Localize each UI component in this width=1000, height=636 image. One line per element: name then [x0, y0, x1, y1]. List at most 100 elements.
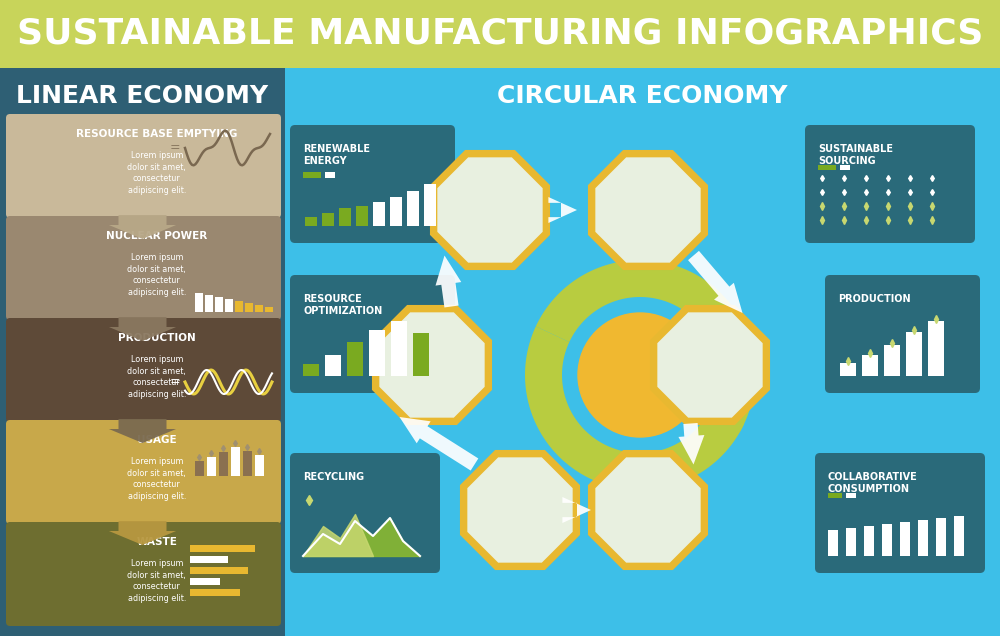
Bar	[900, 522, 910, 556]
Bar	[818, 165, 836, 170]
Text: Lorem ipsum
dolor sit amet,
consectetur
adipiscing elit.: Lorem ipsum dolor sit amet, consectetur …	[127, 457, 186, 501]
Bar	[828, 548, 838, 556]
Text: COLLABORATIVE
CONSUMPTION: COLLABORATIVE CONSUMPTION	[828, 472, 918, 494]
Polygon shape	[467, 457, 573, 563]
Bar	[918, 538, 928, 556]
Bar	[413, 333, 429, 376]
Text: SUSTAINABLE MANUFACTURING INFOGRAPHICS: SUSTAINABLE MANUFACTURING INFOGRAPHICS	[17, 17, 983, 51]
Bar	[235, 301, 243, 312]
Bar	[936, 536, 946, 556]
Text: Lorem ipsum
dolor sit amet,
consectetur
adipiscing elit.: Lorem ipsum dolor sit amet, consectetur …	[127, 252, 186, 297]
Text: USAGE: USAGE	[137, 435, 177, 445]
Text: RESOURCE BASE EMPTYING: RESOURCE BASE EMPTYING	[76, 129, 238, 139]
FancyBboxPatch shape	[290, 453, 440, 573]
Bar	[828, 542, 838, 556]
FancyBboxPatch shape	[815, 453, 985, 573]
Bar	[0, 68, 285, 636]
Bar	[846, 540, 856, 556]
Bar	[190, 545, 255, 552]
Polygon shape	[379, 312, 485, 418]
Bar	[918, 526, 928, 556]
Bar	[0, 0, 1000, 68]
Bar	[190, 578, 220, 585]
Bar	[846, 528, 856, 556]
Bar	[205, 295, 213, 312]
Text: PRODUCTION: PRODUCTION	[118, 333, 196, 343]
Bar	[900, 528, 910, 556]
Bar	[255, 305, 263, 312]
Circle shape	[578, 313, 702, 437]
Bar	[190, 589, 240, 596]
Bar	[303, 364, 319, 376]
Text: PRODUCTION: PRODUCTION	[838, 294, 911, 304]
Bar	[864, 526, 874, 556]
Bar	[846, 534, 856, 556]
Bar	[265, 307, 273, 312]
Bar	[243, 451, 252, 476]
Polygon shape	[540, 303, 573, 327]
Bar	[356, 206, 368, 226]
Bar	[864, 538, 874, 556]
Polygon shape	[525, 326, 744, 490]
Text: Lorem ipsum
dolor sit amet,
consectetur
adipiscing elit.: Lorem ipsum dolor sit amet, consectetur …	[127, 355, 186, 399]
Bar	[846, 546, 856, 556]
Bar	[884, 345, 900, 376]
Bar	[882, 530, 892, 556]
Bar	[391, 321, 407, 376]
Polygon shape	[436, 256, 461, 307]
Bar	[928, 321, 944, 376]
Text: CIRCULAR ECONOMY: CIRCULAR ECONOMY	[497, 84, 788, 108]
Text: LINEAR ECONOMY: LINEAR ECONOMY	[16, 84, 269, 108]
Bar	[882, 542, 892, 556]
Bar	[954, 528, 964, 556]
Polygon shape	[372, 305, 492, 425]
Polygon shape	[430, 150, 550, 270]
Bar	[347, 342, 363, 376]
Text: RECYCLING: RECYCLING	[303, 472, 364, 482]
Bar	[936, 524, 946, 556]
Polygon shape	[109, 419, 176, 443]
Bar	[900, 540, 910, 556]
Bar	[219, 452, 228, 476]
Text: NUCLEAR POWER: NUCLEAR POWER	[106, 231, 207, 241]
Bar	[900, 534, 910, 556]
Bar	[255, 455, 264, 476]
FancyBboxPatch shape	[6, 522, 281, 626]
FancyBboxPatch shape	[825, 275, 980, 393]
Bar	[373, 202, 385, 226]
Bar	[828, 530, 838, 556]
Bar	[339, 209, 351, 226]
Bar	[840, 165, 850, 170]
Text: Lorem ipsum
dolor sit amet,
consectetur
adipiscing elit.: Lorem ipsum dolor sit amet, consectetur …	[127, 559, 186, 603]
Polygon shape	[588, 450, 708, 570]
Bar	[231, 447, 240, 476]
Bar	[828, 493, 842, 498]
Bar	[407, 191, 419, 226]
Polygon shape	[588, 150, 708, 270]
Bar	[424, 184, 436, 226]
Bar	[285, 68, 1000, 636]
Bar	[882, 536, 892, 556]
Polygon shape	[536, 260, 755, 432]
Bar	[846, 493, 856, 498]
Polygon shape	[678, 423, 704, 464]
Bar	[369, 330, 385, 376]
Bar	[303, 172, 321, 178]
Bar	[864, 544, 874, 556]
Polygon shape	[595, 457, 701, 563]
Bar	[864, 532, 874, 556]
Bar	[954, 516, 964, 556]
Polygon shape	[109, 521, 176, 545]
Polygon shape	[707, 423, 740, 447]
Text: =: =	[170, 141, 180, 155]
Bar	[215, 297, 223, 312]
Polygon shape	[650, 305, 770, 425]
Bar	[862, 356, 878, 376]
Bar	[918, 532, 928, 556]
Bar	[325, 355, 341, 376]
Bar	[245, 303, 253, 312]
Polygon shape	[562, 497, 591, 523]
Bar	[195, 461, 204, 476]
Bar	[882, 524, 892, 556]
Bar	[305, 217, 317, 226]
